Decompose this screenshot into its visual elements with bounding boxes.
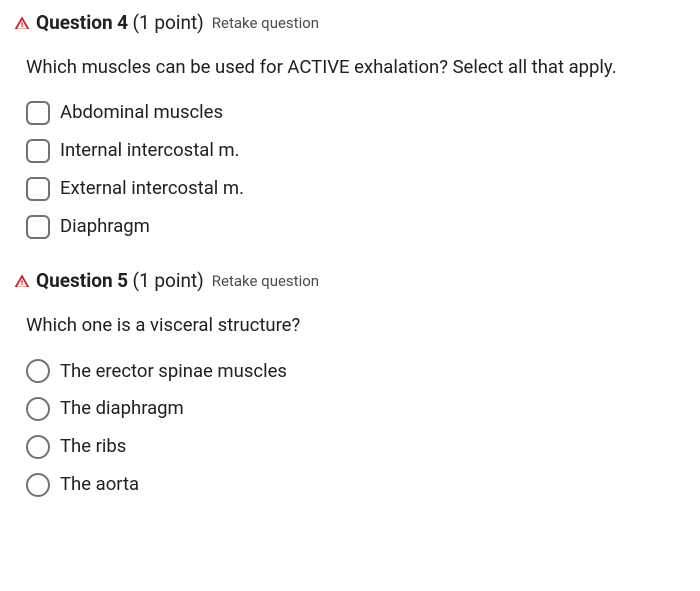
options-group: The erector spinae muscles The diaphragm… <box>26 359 686 499</box>
question-header: Question 5 (1 point) Retake question <box>14 268 686 295</box>
checkbox-input[interactable] <box>26 101 50 125</box>
option-row: The aorta <box>26 472 686 498</box>
question-number: 4 <box>117 11 128 34</box>
checkbox-input[interactable] <box>26 215 50 239</box>
option-label[interactable]: The ribs <box>60 434 126 460</box>
options-group: Abdominal muscles Internal intercostal m… <box>26 100 686 240</box>
option-row: Internal intercostal m. <box>26 138 686 164</box>
option-label[interactable]: The aorta <box>60 472 139 498</box>
radio-input[interactable] <box>26 473 50 497</box>
question-number: 5 <box>117 269 128 292</box>
option-row: Abdominal muscles <box>26 100 686 126</box>
question-block-5: Question 5 (1 point) Retake question Whi… <box>14 268 686 498</box>
question-points: (1 point) <box>132 269 203 292</box>
option-row: External intercostal m. <box>26 176 686 202</box>
question-prompt: Which one is a visceral structure? <box>26 313 686 339</box>
retake-question-link[interactable]: Retake question <box>212 271 319 292</box>
option-label[interactable]: The erector spinae muscles <box>60 359 287 385</box>
question-block-4: Question 4 (1 point) Retake question Whi… <box>14 10 686 240</box>
question-prompt: Which muscles can be used for ACTIVE exh… <box>26 55 686 81</box>
warning-icon <box>14 273 30 289</box>
option-row: Diaphragm <box>26 214 686 240</box>
question-label-prefix: Question <box>36 11 113 34</box>
option-label[interactable]: Abdominal muscles <box>60 100 223 126</box>
radio-input[interactable] <box>26 397 50 421</box>
checkbox-input[interactable] <box>26 139 50 163</box>
checkbox-input[interactable] <box>26 177 50 201</box>
option-label[interactable]: Internal intercostal m. <box>60 138 240 164</box>
question-title: Question 5 (1 point) <box>36 268 204 295</box>
warning-icon <box>14 15 30 31</box>
option-label[interactable]: External intercostal m. <box>60 176 244 202</box>
option-row: The erector spinae muscles <box>26 359 686 385</box>
radio-input[interactable] <box>26 359 50 383</box>
question-header: Question 4 (1 point) Retake question <box>14 10 686 37</box>
question-points: (1 point) <box>132 11 203 34</box>
question-title: Question 4 (1 point) <box>36 10 204 37</box>
retake-question-link[interactable]: Retake question <box>212 13 319 34</box>
option-row: The ribs <box>26 434 686 460</box>
option-row: The diaphragm <box>26 396 686 422</box>
option-label[interactable]: The diaphragm <box>60 396 184 422</box>
radio-input[interactable] <box>26 435 50 459</box>
option-label[interactable]: Diaphragm <box>60 214 150 240</box>
question-label-prefix: Question <box>36 269 113 292</box>
